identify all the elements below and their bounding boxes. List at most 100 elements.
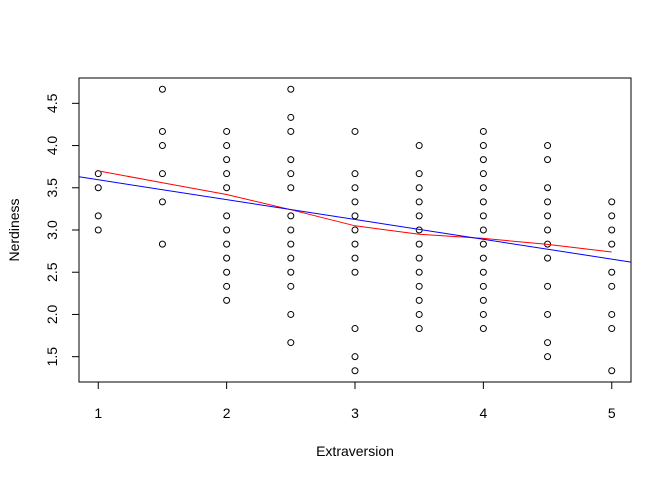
data-point — [479, 310, 487, 318]
data-point — [223, 127, 231, 135]
data-point — [223, 268, 231, 276]
y-tick-label: 3.5 — [44, 178, 60, 198]
data-point — [479, 127, 487, 135]
data-point — [415, 170, 423, 178]
data-point — [223, 240, 231, 248]
data-point — [351, 254, 359, 262]
data-point — [158, 198, 166, 206]
data-point — [415, 325, 423, 333]
data-point — [351, 240, 359, 248]
data-point — [287, 268, 295, 276]
data-point — [287, 226, 295, 234]
data-point — [223, 282, 231, 290]
data-point — [223, 142, 231, 150]
data-point — [544, 353, 552, 361]
data-point — [158, 142, 166, 150]
data-point — [223, 170, 231, 178]
data-point — [479, 268, 487, 276]
x-tick-label: 1 — [94, 405, 102, 421]
data-point — [287, 113, 295, 121]
y-axis: 1.5 2.0 2.5 3.0 3.5 4.0 4.5 — [44, 93, 79, 366]
data-point — [415, 282, 423, 290]
trend-line — [78, 176, 632, 263]
data-point — [351, 184, 359, 192]
data-point — [415, 268, 423, 276]
data-point — [158, 127, 166, 135]
data-point — [94, 170, 102, 178]
y-tick-label: 1.5 — [44, 347, 60, 367]
data-point — [608, 198, 616, 206]
data-point — [415, 254, 423, 262]
data-point — [608, 226, 616, 234]
plot-frame — [78, 77, 632, 383]
data-point — [351, 325, 359, 333]
data-point — [158, 85, 166, 93]
data-point — [351, 170, 359, 178]
y-tick-label: 4.0 — [44, 136, 60, 156]
x-tick-label: 3 — [351, 405, 359, 421]
x-tick-label: 5 — [608, 405, 616, 421]
data-point — [544, 142, 552, 150]
data-point — [608, 212, 616, 220]
data-point — [351, 367, 359, 375]
trend-lines — [78, 170, 632, 263]
data-points — [94, 85, 616, 375]
trend-line — [98, 170, 612, 253]
data-point — [415, 184, 423, 192]
data-point — [544, 310, 552, 318]
data-point — [223, 296, 231, 304]
data-point — [479, 226, 487, 234]
data-point — [608, 282, 616, 290]
data-point — [223, 156, 231, 164]
data-point — [544, 226, 552, 234]
data-point — [351, 212, 359, 220]
data-point — [351, 198, 359, 206]
data-point — [479, 325, 487, 333]
data-point — [287, 254, 295, 262]
x-axis-title: Extraversion — [316, 443, 394, 459]
y-tick-label: 2.0 — [44, 305, 60, 325]
data-point — [94, 184, 102, 192]
data-point — [351, 353, 359, 361]
data-point — [158, 170, 166, 178]
data-point — [479, 198, 487, 206]
data-point — [608, 268, 616, 276]
data-point — [287, 310, 295, 318]
data-point — [544, 282, 552, 290]
data-point — [415, 240, 423, 248]
data-point — [479, 296, 487, 304]
x-axis: 1 2 3 4 5 — [94, 382, 616, 421]
data-point — [479, 142, 487, 150]
data-point — [158, 240, 166, 248]
data-point — [479, 156, 487, 164]
data-point — [351, 268, 359, 276]
data-point — [544, 198, 552, 206]
data-point — [415, 296, 423, 304]
data-point — [608, 310, 616, 318]
data-point — [287, 212, 295, 220]
y-tick-label: 3.0 — [44, 220, 60, 240]
data-point — [415, 310, 423, 318]
data-point — [608, 367, 616, 375]
data-point — [287, 85, 295, 93]
data-point — [479, 282, 487, 290]
data-point — [415, 142, 423, 150]
y-axis-title: Nerdiness — [6, 198, 22, 261]
data-point — [608, 240, 616, 248]
data-point — [479, 184, 487, 192]
data-point — [223, 226, 231, 234]
data-point — [287, 127, 295, 135]
data-point — [479, 240, 487, 248]
data-point — [287, 282, 295, 290]
data-point — [479, 254, 487, 262]
data-point — [608, 325, 616, 333]
data-point — [544, 156, 552, 164]
x-tick-label: 2 — [223, 405, 231, 421]
data-point — [287, 184, 295, 192]
data-point — [223, 254, 231, 262]
data-point — [544, 184, 552, 192]
data-point — [223, 184, 231, 192]
data-point — [544, 254, 552, 262]
y-tick-label: 2.5 — [44, 262, 60, 282]
